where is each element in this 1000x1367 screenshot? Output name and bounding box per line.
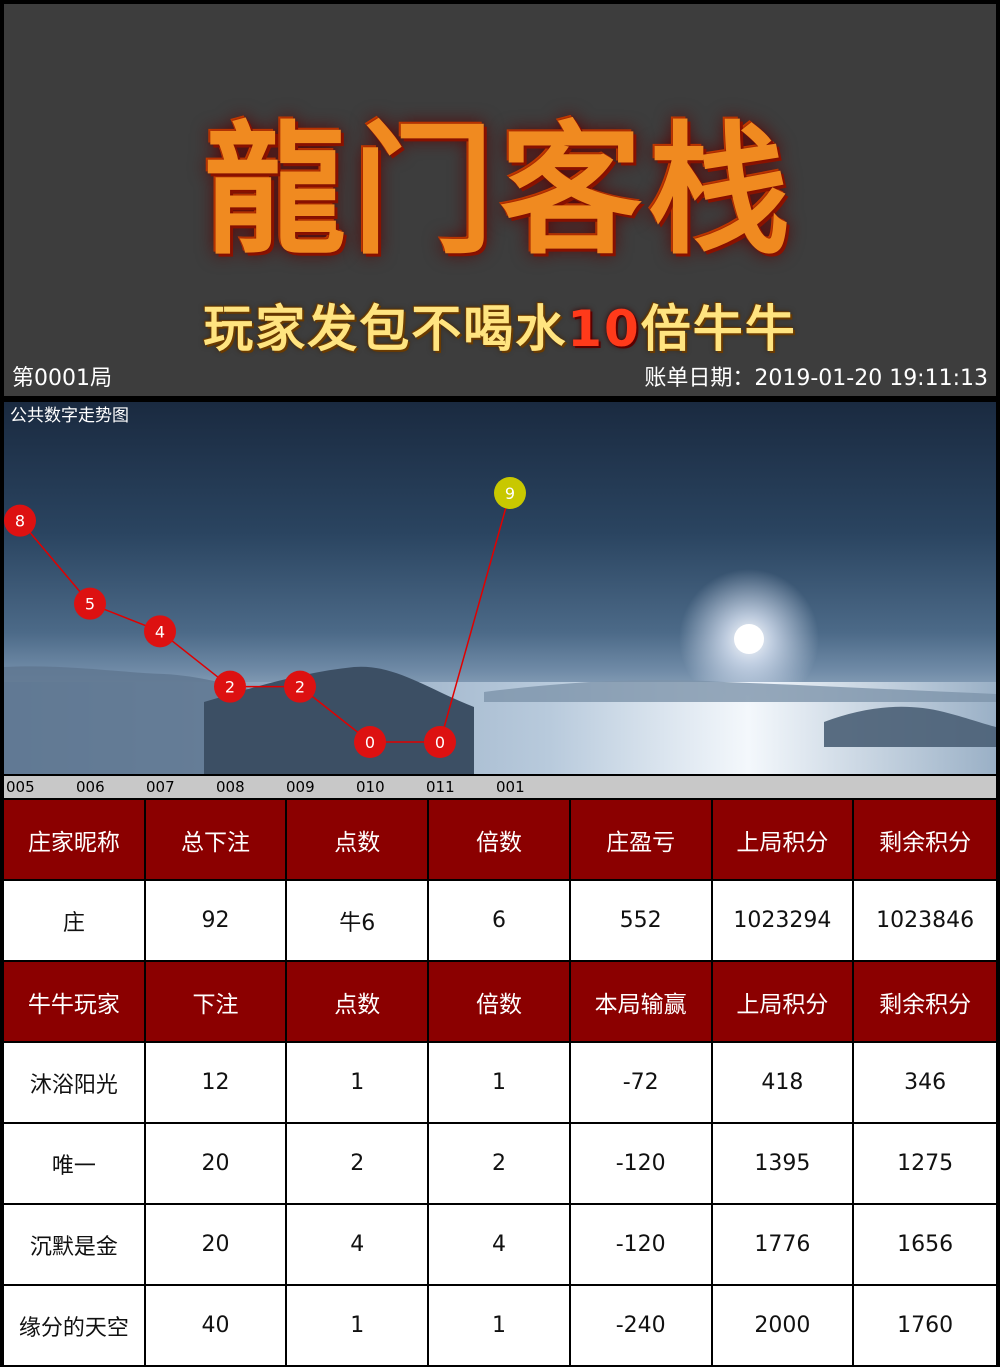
table-cell: 2000 [712,1286,855,1367]
header-cell: 剩余积分 [854,800,996,881]
table-cell: 40 [145,1286,288,1367]
header-cell: 牛牛玩家 [4,962,146,1043]
header-cell: 庄家昵称 [4,800,146,881]
table-cell: -120 [570,1205,713,1286]
table-cell: 1275 [854,1124,996,1205]
table-cell: 缘分的天空 [4,1286,146,1367]
table-cell: 1 [429,1043,571,1124]
table-cell: 4 [429,1205,571,1286]
table-cell: 1760 [854,1286,996,1367]
table-cell: 庄 [4,881,146,962]
header-cell: 点数 [287,962,430,1043]
trend-point [424,726,456,758]
header-cell: 倍数 [429,800,571,881]
trend-x-axis: 005 006 007 008 009 010 011 001 [4,776,996,798]
logo-subtitle-pre: 玩家发包不喝水 [203,300,568,358]
table-cell: 418 [712,1043,855,1124]
header-cell: 上局积分 [712,800,855,881]
table-cell: 沉默是金 [4,1205,146,1286]
x-tick-label: 006 [76,778,105,796]
trend-chart-title: 公共数字走势图 [10,406,129,426]
logo-subtitle: 玩家发包不喝水10倍牛牛 [4,294,996,364]
trend-point-label: 0 [435,733,445,752]
table-cell: 4 [287,1205,430,1286]
banker-table: 庄家昵称 总下注 点数 倍数 庄盈亏 上局积分 剩余积分 庄 92 牛6 6 5… [4,800,996,1367]
trend-chart: 8 5 4 2 2 0 0 9 公共数字走势图 [4,402,996,774]
banker-table-header: 庄家昵称 总下注 点数 倍数 庄盈亏 上局积分 剩余积分 [4,800,996,881]
table-cell: 12 [145,1043,288,1124]
trend-point-label: 2 [295,678,305,697]
trend-point-label: 8 [15,512,25,531]
table-row: 唯一 20 2 2 -120 1395 1275 [4,1124,996,1205]
header-cell: 剩余积分 [854,962,996,1043]
x-tick-label: 007 [146,778,175,796]
round-number: 第0001局 [12,366,112,391]
table-cell: 1 [287,1286,430,1367]
table-cell: 20 [145,1205,288,1286]
table-cell: 2 [429,1124,571,1205]
trend-point [494,477,526,509]
table-cell: 92 [145,881,288,962]
table-cell: 沐浴阳光 [4,1043,146,1124]
trend-point [144,615,176,648]
x-tick-label: 011 [426,778,455,796]
table-cell: 1776 [712,1205,855,1286]
table-cell: 20 [145,1124,288,1205]
x-tick-label: 008 [216,778,245,796]
table-cell: 552 [570,881,713,962]
trend-point [354,726,386,758]
trend-point-label: 9 [505,484,515,503]
trend-point-label: 5 [85,595,95,614]
table-cell: -240 [570,1286,713,1367]
header-cell: 点数 [287,800,430,881]
table-cell: 1 [287,1043,430,1124]
header-cell: 总下注 [145,800,288,881]
table-cell: 346 [854,1043,996,1124]
trend-point [284,670,316,703]
table-row: 缘分的天空 40 1 1 -240 2000 1760 [4,1286,996,1367]
table-cell: 1023294 [712,881,855,962]
logo-subtitle-post: 倍牛牛 [640,300,797,358]
logo-subtitle-number: 10 [567,300,641,358]
header-cell: 庄盈亏 [570,800,713,881]
trend-point [4,504,36,537]
table-cell: 唯一 [4,1124,146,1205]
table-row: 沉默是金 20 4 4 -120 1776 1656 [4,1205,996,1286]
player-table-header: 牛牛玩家 下注 点数 倍数 本局输赢 上局积分 剩余积分 [4,962,996,1043]
trend-point-label: 0 [365,733,375,752]
x-tick-label: 010 [356,778,385,796]
logo-title: 龍门客栈 [204,108,796,274]
table-cell: 牛6 [287,881,430,962]
bill-date: 账单日期：2019-01-20 19:11:13 [644,366,988,391]
header-cell: 本局输赢 [570,962,713,1043]
trend-point [74,587,106,620]
table-cell: 1 [429,1286,571,1367]
table-cell: -120 [570,1124,713,1205]
header-cell: 倍数 [429,962,571,1043]
table-cell: 2 [287,1124,430,1205]
table-cell: -72 [570,1043,713,1124]
header-cell: 下注 [145,962,288,1043]
table-cell: 1656 [854,1205,996,1286]
x-tick-label: 009 [286,778,315,796]
trend-chart-svg: 8 5 4 2 2 0 0 9 [4,477,996,774]
trend-point-label: 4 [155,622,165,641]
x-tick-label: 005 [6,778,35,796]
table-cell: 1395 [712,1124,855,1205]
table-row: 沐浴阳光 12 1 1 -72 418 346 [4,1043,996,1124]
table-cell: 1023846 [854,881,996,962]
x-tick-label: 001 [496,778,525,796]
header-cell: 上局积分 [712,962,855,1043]
trend-point-label: 2 [225,678,235,697]
header-banner: 龍门客栈 玩家发包不喝水10倍牛牛 第0001局 账单日期：2019-01-20… [4,4,996,396]
background-scenery [4,569,996,774]
table-cell: 6 [429,881,571,962]
trend-point [214,670,246,703]
banker-row: 庄 92 牛6 6 552 1023294 1023846 [4,881,996,962]
